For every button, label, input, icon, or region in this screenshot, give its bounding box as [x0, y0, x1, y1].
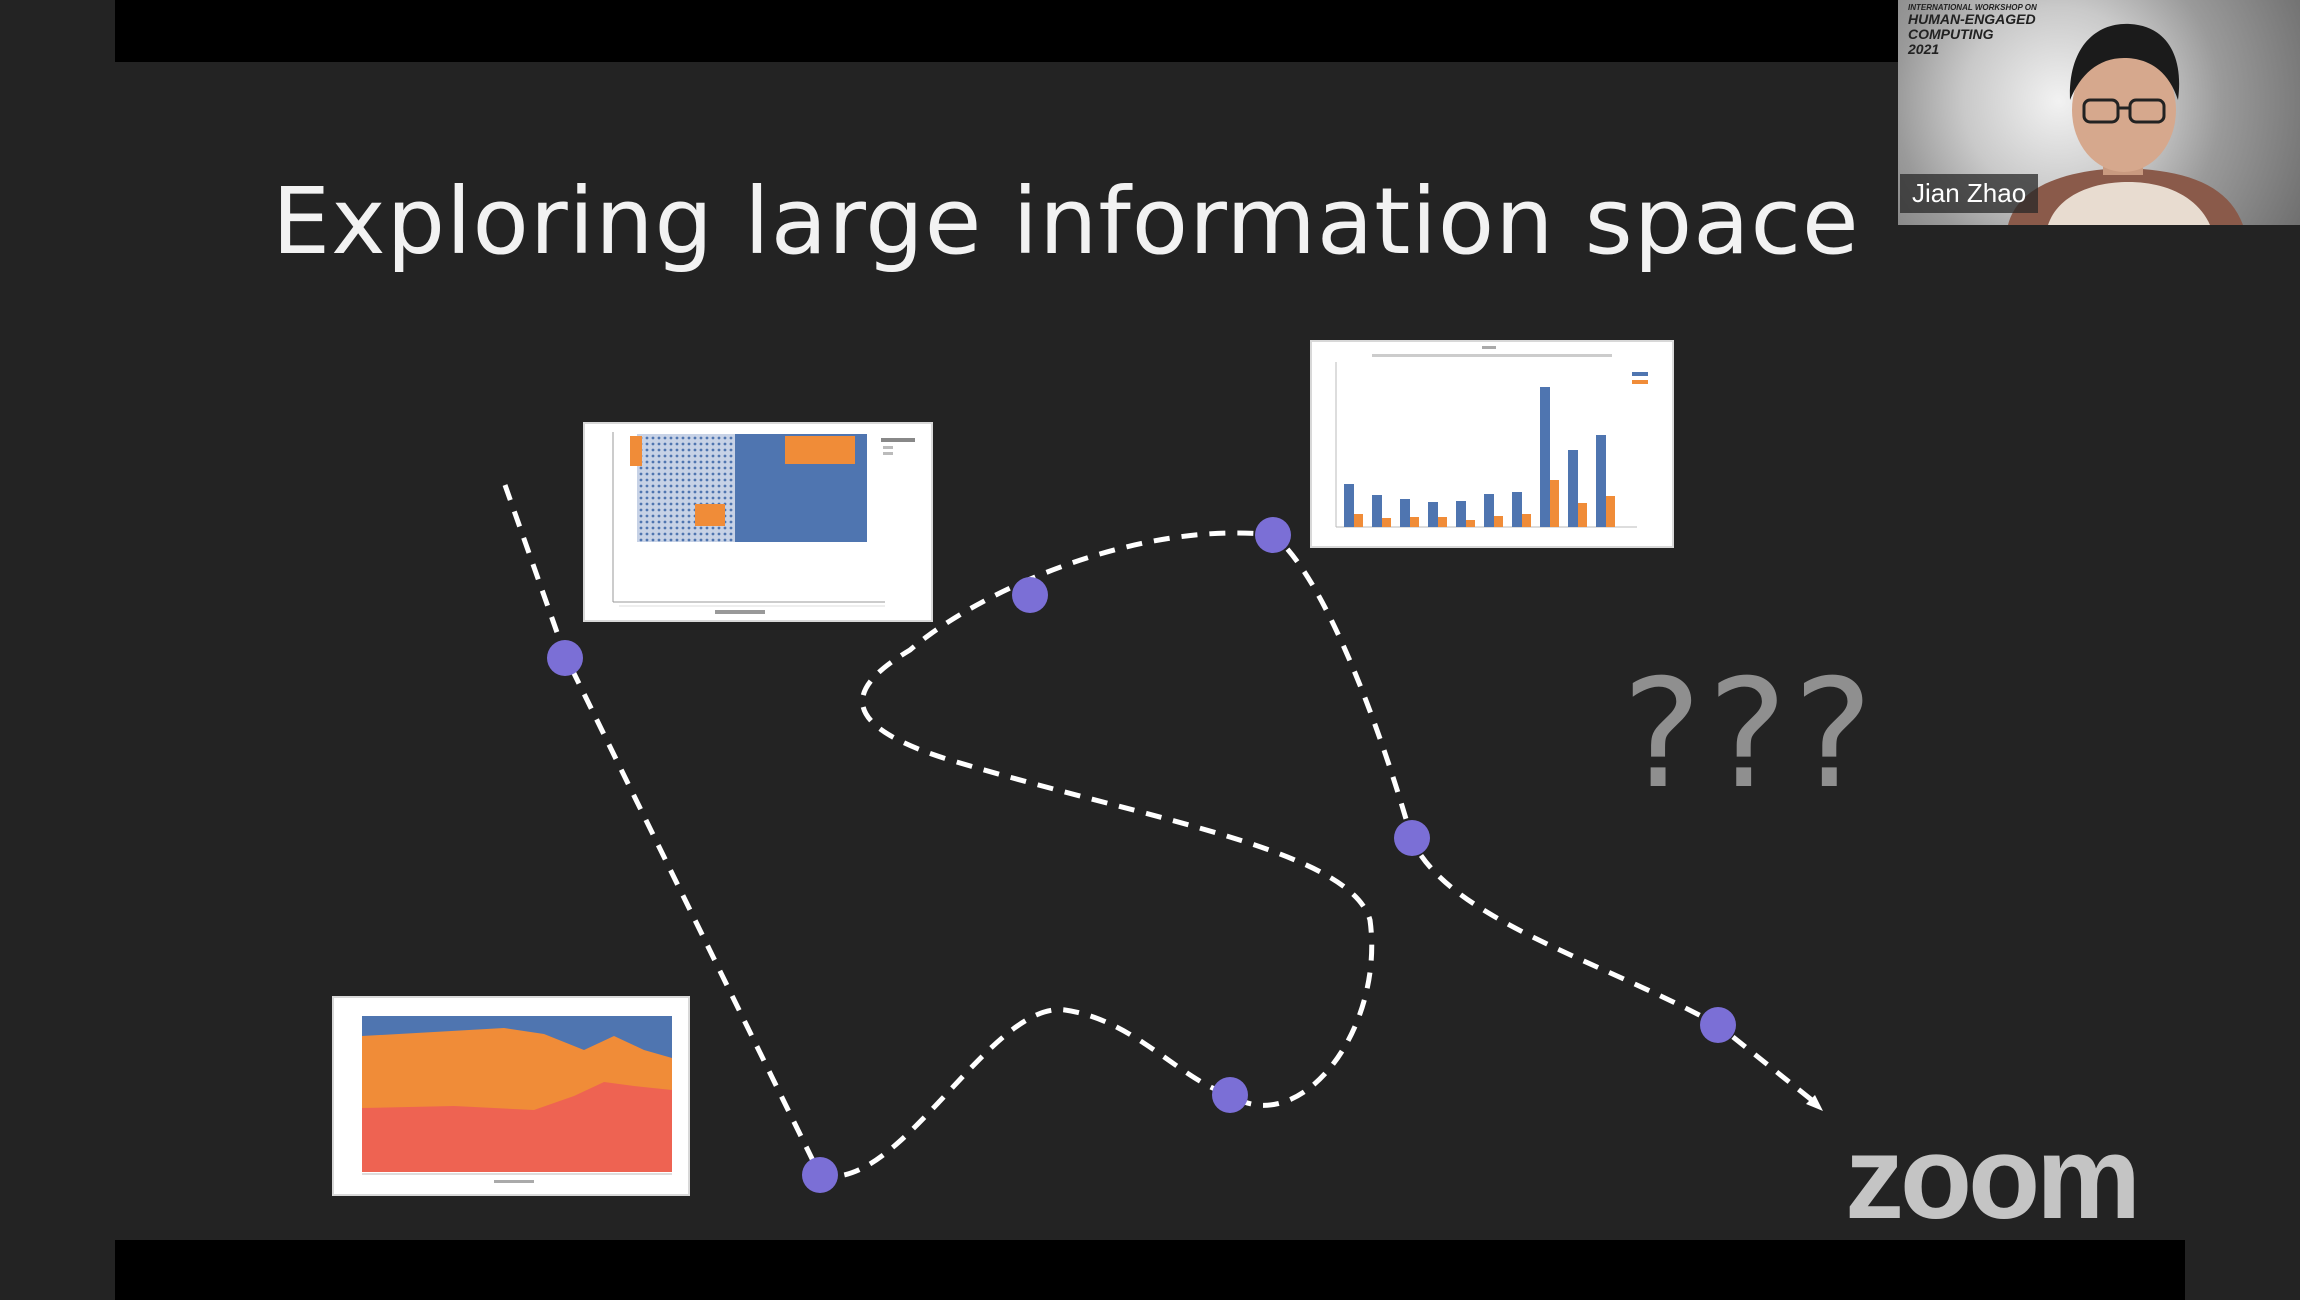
- letterbox-bottom: [115, 1240, 2185, 1300]
- zoom-logo: zoom: [1845, 1112, 2141, 1244]
- slide-title: Exploring large information space: [272, 168, 1860, 275]
- scatter-plot-thumbnail: [583, 422, 933, 622]
- stacked-area-thumbnail: [332, 996, 690, 1196]
- path-arrowhead: [1806, 1095, 1823, 1111]
- workshop-banner: INTERNATIONAL WORKSHOP ON HUMAN-ENGAGED …: [1908, 3, 2037, 57]
- question-marks: ???: [1622, 648, 1879, 822]
- path-node: [547, 640, 583, 676]
- path-node: [1255, 517, 1291, 553]
- path-node: [1394, 820, 1430, 856]
- path-node: [1012, 577, 1048, 613]
- path-node: [1212, 1077, 1248, 1113]
- bar-group: [1344, 387, 1615, 527]
- presenter-video[interactable]: INTERNATIONAL WORKSHOP ON HUMAN-ENGAGED …: [1898, 0, 2300, 225]
- path-node: [1700, 1007, 1736, 1043]
- presenter-name-tag: Jian Zhao: [1900, 174, 2039, 213]
- bar-chart-thumbnail: [1310, 340, 1674, 548]
- letterbox-top: [115, 0, 1900, 62]
- presenter-avatar: [2008, 23, 2243, 225]
- path-node: [802, 1157, 838, 1193]
